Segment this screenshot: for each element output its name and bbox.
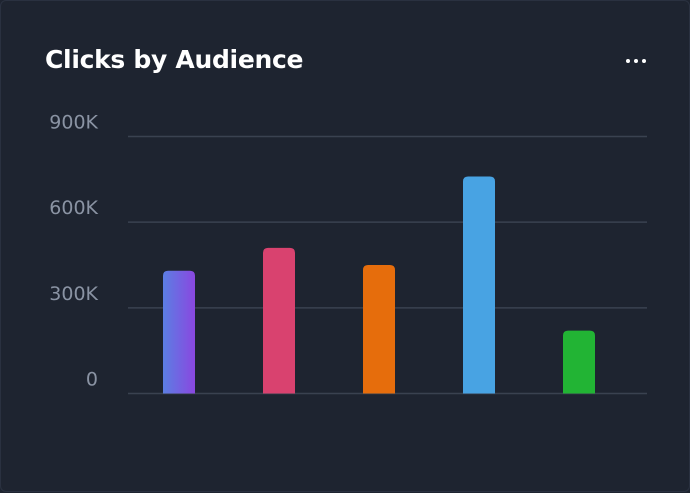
bar-1[interactable] [163,270,195,394]
y-tick-label: 600K [49,197,98,219]
y-tick-label: 900K [49,112,98,134]
more-horizontal-icon[interactable] [621,51,651,71]
bar-2[interactable] [263,247,295,394]
y-tick-label: 300K [49,283,98,305]
bar-3[interactable] [363,265,395,394]
chart-title: Clicks by Audience [45,45,304,74]
bar-4[interactable] [463,176,495,394]
bar-5[interactable] [563,330,595,394]
y-tick-label: 0 [86,369,98,391]
